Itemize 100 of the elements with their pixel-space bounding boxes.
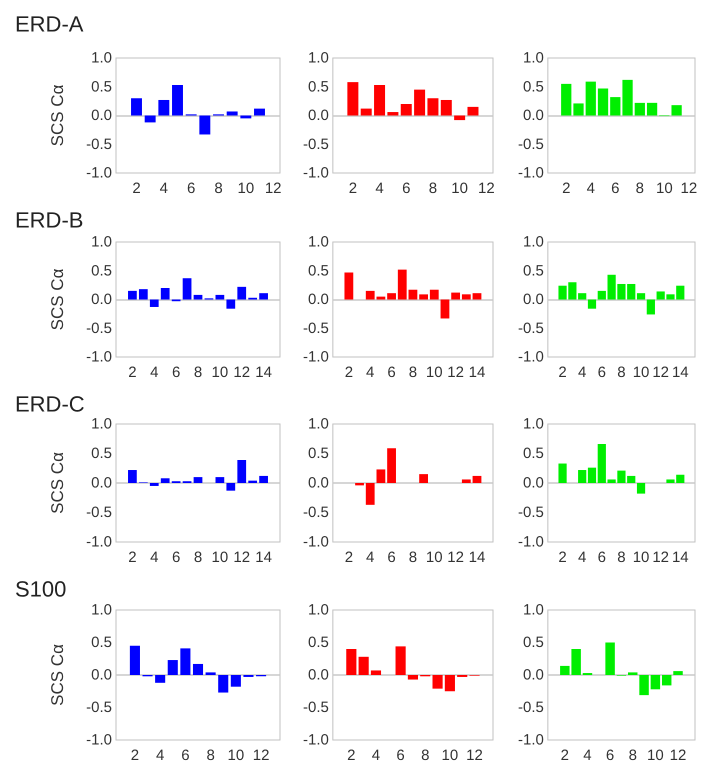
bar — [218, 675, 228, 693]
y-tick-label: 0.5 — [308, 634, 329, 651]
y-tick-label: 1.0 — [91, 602, 112, 618]
bar — [366, 483, 375, 505]
bar — [451, 292, 460, 300]
x-tick-label: 10 — [237, 180, 254, 197]
y-tick-label: 0.0 — [308, 107, 329, 124]
y-tick-label: -1.0 — [518, 732, 544, 748]
y-tick-label: -0.5 — [86, 320, 112, 337]
bar — [605, 642, 615, 675]
bar — [160, 288, 170, 300]
x-tick-label: 14 — [672, 364, 689, 381]
bar — [636, 483, 646, 494]
x-tick-label: 8 — [214, 180, 223, 197]
bar — [440, 300, 450, 318]
x-tick-label: 6 — [611, 180, 620, 197]
x-tick-label: 10 — [656, 180, 673, 197]
y-tick-label: 1.0 — [308, 50, 329, 66]
y-tick-label: 0.5 — [91, 262, 112, 280]
bar — [432, 675, 443, 689]
x-tick-label: 10 — [212, 549, 228, 566]
bar — [237, 286, 246, 300]
y-tick-label: -1.0 — [302, 348, 329, 366]
x-tick-label: 8 — [428, 180, 438, 197]
x-tick-label: 6 — [172, 364, 180, 381]
x-tick-label: 4 — [583, 747, 592, 763]
x-tick-label: 8 — [194, 549, 202, 566]
bar — [558, 464, 567, 483]
x-tick-label: 10 — [632, 364, 650, 381]
y-tick-label: 1.0 — [91, 416, 112, 432]
bar — [215, 294, 224, 300]
y-tick-label: -1.0 — [86, 164, 112, 182]
x-tick-label: 2 — [348, 180, 358, 197]
y-tick-label: 0.5 — [522, 634, 544, 651]
bar — [586, 82, 596, 116]
x-tick-label: 4 — [578, 364, 586, 381]
x-tick-label: 2 — [560, 747, 569, 763]
y-tick-label: 0.0 — [308, 666, 329, 684]
bar — [400, 104, 412, 116]
y-tick-label: 0.5 — [308, 262, 329, 280]
y-tick-label: -0.5 — [518, 136, 544, 153]
y-tick-label: -0.5 — [86, 699, 112, 716]
y-tick-label: -1.0 — [86, 732, 112, 748]
bar — [462, 294, 471, 300]
x-tick-label: 10 — [212, 364, 228, 381]
bar — [215, 477, 224, 483]
bar — [158, 100, 170, 116]
y-tick-label: 0.5 — [522, 78, 544, 96]
x-tick-label: 4 — [150, 549, 158, 566]
bar — [646, 300, 655, 314]
bar — [150, 300, 159, 307]
x-tick-label: 2 — [344, 549, 354, 566]
y-tick-label: 0.5 — [308, 445, 329, 462]
bar — [346, 649, 356, 675]
x-tick-label: 4 — [372, 747, 380, 763]
bar — [237, 460, 246, 483]
bar — [662, 675, 672, 686]
x-tick-label: 2 — [558, 549, 567, 566]
bar — [128, 470, 137, 483]
x-tick-label: 14 — [468, 549, 486, 566]
y-tick-label: 0.0 — [91, 291, 112, 308]
bar — [366, 290, 375, 300]
x-tick-label: 4 — [586, 180, 595, 197]
x-tick-label: 2 — [128, 364, 137, 381]
bar — [347, 82, 358, 116]
bar — [472, 293, 482, 300]
y-tick-label: -1.0 — [86, 534, 112, 550]
x-tick-label: 12 — [252, 747, 270, 763]
y-tick-label: -1.0 — [518, 534, 544, 550]
x-tick-label: 6 — [181, 747, 190, 763]
y-tick-label: -0.5 — [302, 699, 329, 716]
x-tick-label: 14 — [468, 364, 486, 381]
bar — [155, 675, 166, 683]
y-tick-label: 0.5 — [91, 634, 112, 651]
x-tick-label: 10 — [647, 747, 664, 763]
y-tick-label: -0.5 — [86, 504, 112, 521]
bar — [610, 97, 620, 116]
y-tick-label: -0.5 — [518, 320, 544, 337]
x-tick-label: 8 — [617, 549, 626, 566]
y-axis-title: SCS Cα — [48, 268, 67, 330]
x-tick-label: 8 — [206, 747, 215, 763]
y-tick-label: 0.0 — [522, 474, 544, 492]
bar — [398, 270, 407, 300]
x-tick-label: 4 — [578, 549, 586, 566]
bar — [560, 666, 570, 675]
y-tick-label: 0.0 — [308, 291, 329, 308]
x-tick-label: 12 — [652, 549, 670, 566]
x-tick-label: 12 — [447, 549, 464, 566]
y-tick-label: 1.0 — [522, 602, 544, 618]
bar — [358, 656, 369, 675]
bar — [472, 476, 482, 483]
x-tick-label: 6 — [606, 747, 614, 763]
y-tick-label: 0.0 — [91, 474, 112, 492]
bar — [374, 85, 386, 116]
bar — [408, 675, 418, 680]
y-tick-label: -0.5 — [302, 504, 329, 521]
x-tick-label: 6 — [396, 747, 405, 763]
y-tick-label: -1.0 — [302, 534, 329, 550]
bar — [588, 300, 596, 309]
x-tick-label: 10 — [442, 747, 458, 763]
